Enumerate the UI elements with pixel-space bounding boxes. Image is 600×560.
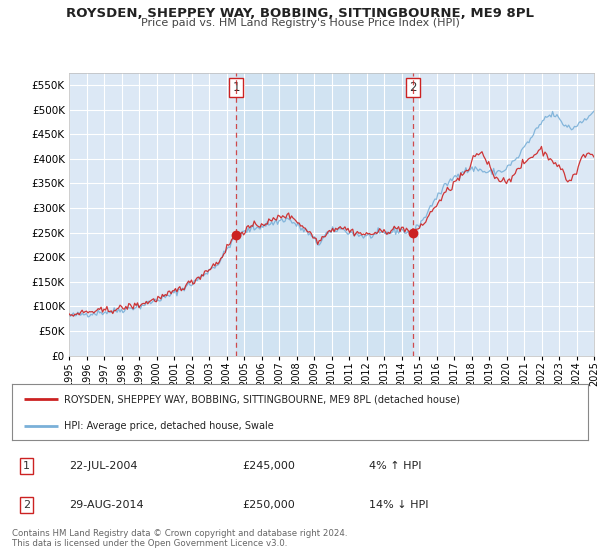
Text: 29-AUG-2014: 29-AUG-2014 — [70, 500, 144, 510]
Text: 14% ↓ HPI: 14% ↓ HPI — [369, 500, 428, 510]
Point — [408, 228, 418, 237]
Text: 22-JUL-2004: 22-JUL-2004 — [70, 461, 138, 472]
Text: Contains HM Land Registry data © Crown copyright and database right 2024.: Contains HM Land Registry data © Crown c… — [12, 529, 347, 538]
Bar — [236, 73, 413, 356]
Text: ROYSDEN, SHEPPEY WAY, BOBBING, SITTINGBOURNE, ME9 8PL: ROYSDEN, SHEPPEY WAY, BOBBING, SITTINGBO… — [66, 7, 534, 20]
Text: HPI: Average price, detached house, Swale: HPI: Average price, detached house, Swal… — [64, 421, 274, 431]
Text: Price paid vs. HM Land Registry's House Price Index (HPI): Price paid vs. HM Land Registry's House … — [140, 18, 460, 28]
Text: 4% ↑ HPI: 4% ↑ HPI — [369, 461, 422, 472]
Text: 2: 2 — [409, 81, 417, 94]
Point — [232, 231, 241, 240]
Text: ROYSDEN, SHEPPEY WAY, BOBBING, SITTINGBOURNE, ME9 8PL (detached house): ROYSDEN, SHEPPEY WAY, BOBBING, SITTINGBO… — [64, 394, 460, 404]
Text: 2: 2 — [23, 500, 30, 510]
Text: 1: 1 — [232, 81, 240, 94]
Text: 1: 1 — [23, 461, 30, 472]
Text: This data is licensed under the Open Government Licence v3.0.: This data is licensed under the Open Gov… — [12, 539, 287, 548]
Text: £250,000: £250,000 — [242, 500, 295, 510]
Text: £245,000: £245,000 — [242, 461, 295, 472]
